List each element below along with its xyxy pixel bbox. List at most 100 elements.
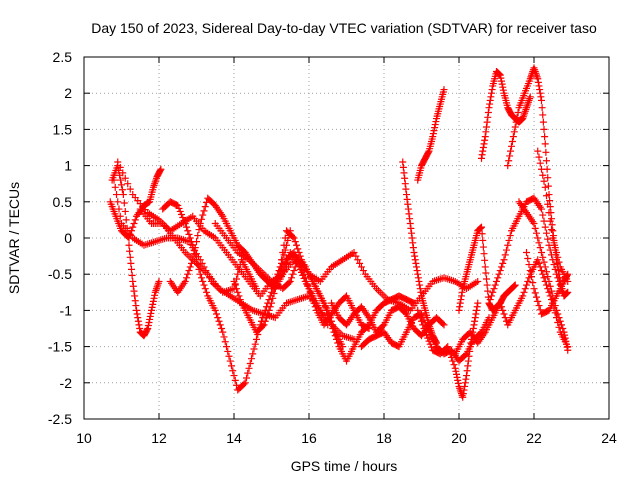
data-point (509, 133, 517, 141)
data-point (531, 289, 539, 297)
data-point (539, 211, 547, 219)
data-point (555, 258, 563, 266)
data-point (295, 248, 303, 256)
data-point (195, 265, 203, 273)
data-point (321, 303, 329, 311)
data-point (260, 321, 268, 329)
y-tick-label: -1.5 (48, 339, 72, 355)
data-point (461, 379, 469, 387)
data-point (479, 144, 487, 151)
data-point (324, 310, 332, 318)
data-point (320, 299, 328, 307)
data-point (400, 169, 408, 177)
data-point (511, 281, 519, 289)
data-point (544, 200, 552, 208)
series-s9 (230, 248, 373, 336)
data-point (326, 317, 334, 325)
data-point (350, 248, 358, 256)
data-point (174, 201, 182, 209)
data-point (291, 238, 299, 246)
data-point (131, 216, 139, 224)
data-point (506, 232, 514, 240)
data-point (416, 314, 424, 322)
data-point (303, 277, 310, 285)
data-point (549, 256, 557, 264)
data-point (466, 343, 474, 351)
data-point (508, 137, 516, 145)
data-point (196, 270, 204, 278)
data-point (514, 109, 522, 117)
data-point (296, 252, 304, 260)
data-point (243, 374, 250, 382)
data-point (481, 136, 489, 144)
data-point (408, 229, 415, 237)
data-point (433, 339, 440, 347)
data-point (559, 288, 567, 296)
data-point (534, 256, 542, 264)
data-point (558, 321, 565, 329)
data-point (175, 204, 183, 212)
data-point (228, 362, 235, 370)
data-point (311, 303, 319, 311)
data-point (354, 256, 362, 264)
series-s12 (328, 299, 448, 340)
data-point (157, 165, 165, 173)
data-point (543, 229, 550, 237)
data-point (121, 207, 129, 215)
data-point (145, 318, 153, 326)
data-point (484, 113, 492, 121)
data-point (490, 285, 498, 293)
data-point (498, 263, 505, 271)
data-point (553, 270, 560, 278)
data-point (554, 310, 562, 318)
data-point (364, 322, 372, 330)
data-point (293, 241, 300, 249)
data-point (477, 224, 485, 232)
data-point (510, 128, 518, 136)
data-point (536, 159, 544, 167)
series-s16 (414, 299, 482, 401)
data-point (301, 274, 309, 282)
data-point (461, 382, 469, 390)
data-point (550, 261, 558, 269)
data-point (144, 321, 152, 329)
data-point (489, 288, 497, 296)
data-point (519, 292, 527, 300)
y-tick-label: -2 (60, 375, 73, 391)
data-point (496, 71, 504, 79)
data-point (484, 287, 492, 295)
data-point (538, 248, 545, 256)
data-point (457, 296, 465, 304)
data-point (110, 176, 118, 184)
data-point (234, 288, 242, 296)
data-point (333, 335, 340, 343)
data-point (513, 113, 521, 121)
data-point (458, 292, 465, 300)
data-point (540, 258, 548, 266)
data-point (431, 124, 439, 132)
data-point (279, 248, 287, 256)
data-point (404, 200, 412, 208)
data-point (399, 158, 407, 166)
data-point (226, 357, 234, 365)
data-point (564, 346, 572, 354)
data-point (430, 127, 438, 135)
series-s19 (478, 67, 534, 162)
data-point (189, 256, 197, 264)
data-point (540, 125, 548, 133)
y-tick-label: 1 (64, 158, 72, 174)
data-point (533, 229, 540, 237)
data-point (499, 259, 507, 267)
data-point (544, 174, 552, 182)
data-point (126, 247, 134, 255)
data-point (179, 213, 187, 221)
data-point (281, 234, 289, 242)
data-point (151, 291, 159, 299)
data-point (472, 310, 480, 318)
data-point (129, 223, 137, 231)
y-tick-label: 2.5 (53, 49, 73, 65)
data-point (415, 310, 423, 318)
data-point (478, 154, 485, 162)
data-point (136, 325, 144, 332)
